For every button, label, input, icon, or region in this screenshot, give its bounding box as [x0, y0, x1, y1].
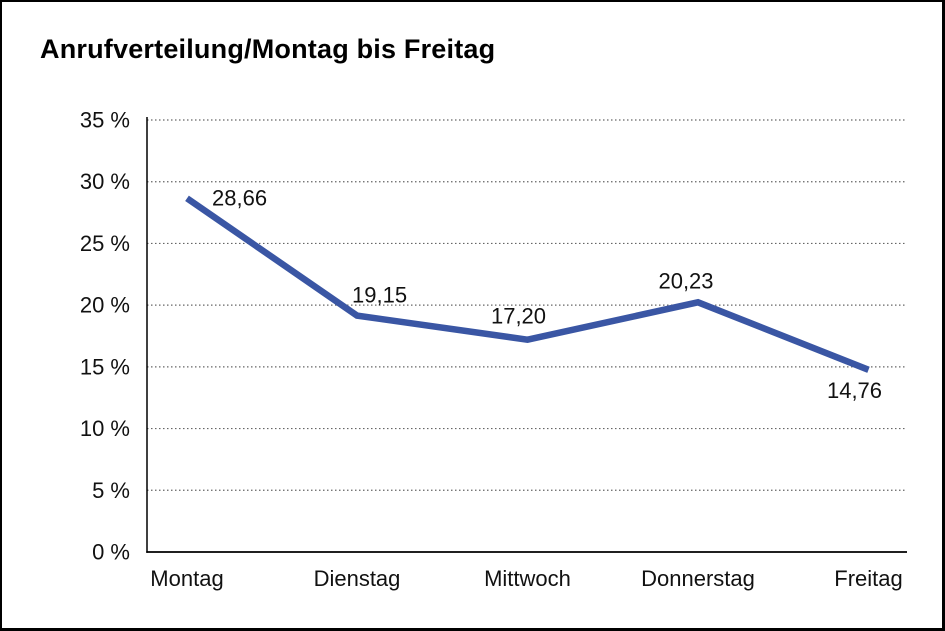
value-label: 20,23: [658, 268, 713, 293]
y-tick-label: 35 %: [80, 108, 130, 133]
y-tick-label: 20 %: [80, 293, 130, 318]
value-label: 17,20: [491, 304, 546, 329]
y-tick-label: 25 %: [80, 231, 130, 256]
value-label: 28,66: [212, 185, 267, 210]
value-label: 19,15: [352, 283, 407, 308]
y-tick-label: 30 %: [80, 169, 130, 194]
y-tick-label: 5 %: [92, 478, 130, 503]
x-category-label: Montag: [150, 566, 223, 591]
y-tick-label: 0 %: [92, 540, 130, 565]
x-category-label: Mittwoch: [484, 566, 571, 591]
chart-title: Anrufverteilung/Montag bis Freitag: [40, 34, 496, 64]
x-category-label: Freitag: [834, 566, 902, 591]
data-line-series: [185, 195, 870, 373]
x-category-label: Dienstag: [314, 566, 401, 591]
value-label: 14,76: [827, 378, 882, 403]
y-tick-label: 15 %: [80, 354, 130, 379]
x-category-label: Donnerstag: [641, 566, 755, 591]
y-tick-label: 10 %: [80, 416, 130, 441]
